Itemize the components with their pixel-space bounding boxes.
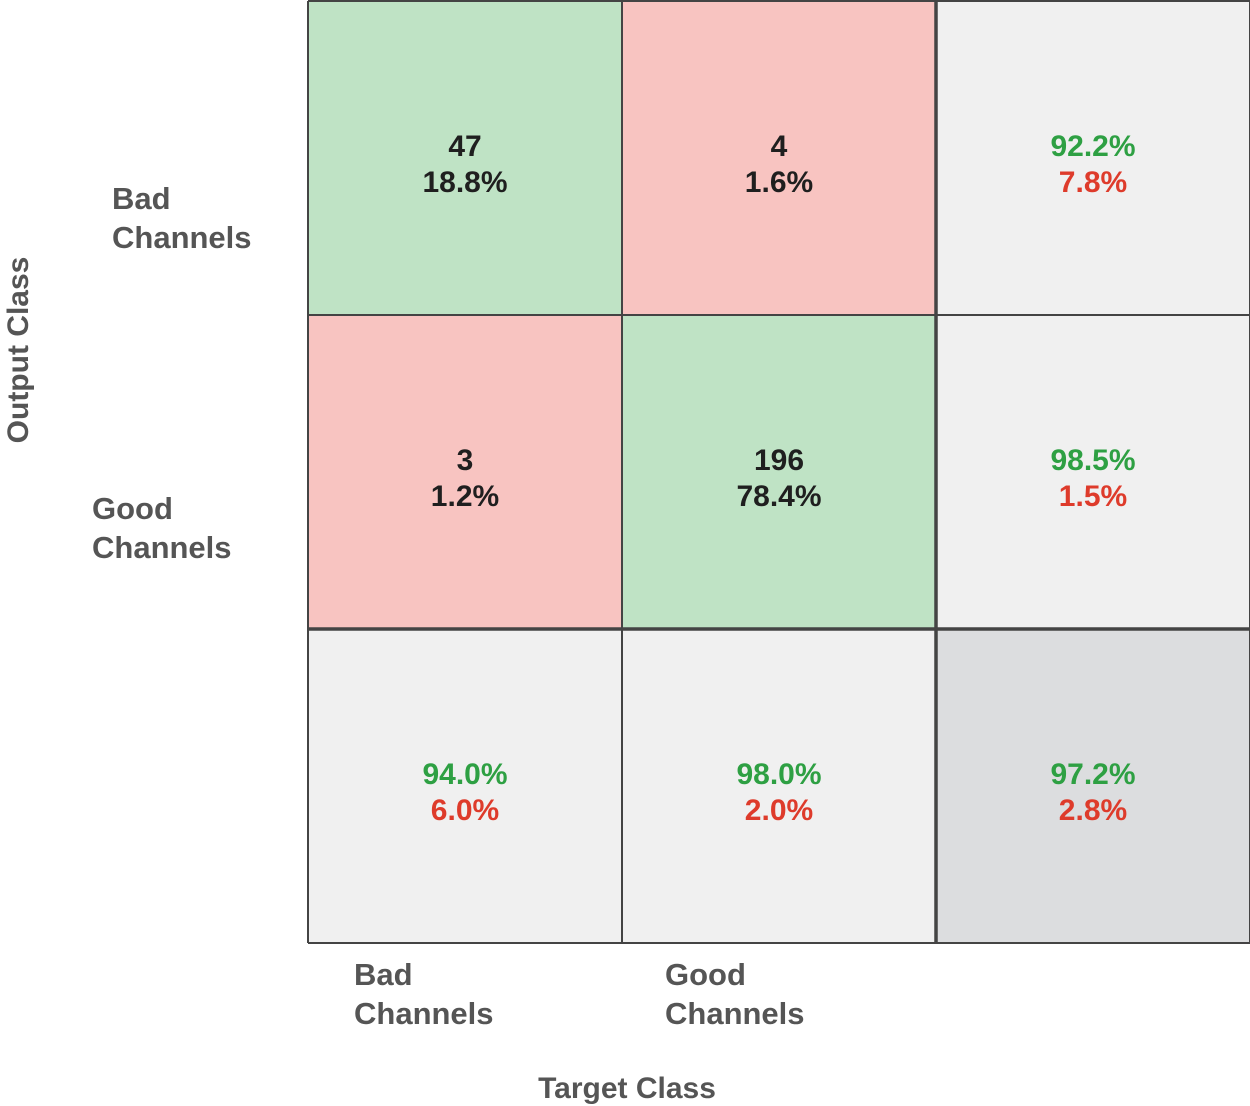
cell-bad-pct-0-2: 7.8% xyxy=(1059,166,1127,199)
x-tick-good-line2: Channels xyxy=(665,996,805,1031)
cell-pct-0-0: 18.8% xyxy=(422,166,507,199)
y-tick-good-line2: Channels xyxy=(92,530,232,565)
cell-count-1-1: 196 xyxy=(754,444,804,477)
y-tick-good-line1: Good xyxy=(92,491,173,526)
cell-good-pct-0-2: 92.2% xyxy=(1050,130,1135,163)
matrix-grid-lines xyxy=(307,0,1250,944)
cell-good-pct-2-2: 97.2% xyxy=(1050,758,1135,791)
cell-1-1 xyxy=(622,315,936,629)
cell-2-2 xyxy=(936,629,1250,943)
cell-2-1 xyxy=(622,629,936,943)
matrix-cells xyxy=(308,1,1250,943)
x-tick-good-line1: Good xyxy=(665,957,746,992)
cell-count-1-0: 3 xyxy=(457,444,474,477)
y-tick-bad-line2: Channels xyxy=(112,220,252,255)
cell-pct-0-1: 1.6% xyxy=(745,166,813,199)
cell-count-0-1: 4 xyxy=(771,130,788,163)
cell-bad-pct-2-0: 6.0% xyxy=(431,794,499,827)
cell-0-0 xyxy=(308,1,622,315)
x-axis-label: Target Class xyxy=(538,1072,716,1105)
cell-count-0-0: 47 xyxy=(448,130,481,163)
cell-bad-pct-2-1: 2.0% xyxy=(745,794,813,827)
cell-bad-pct-1-2: 1.5% xyxy=(1059,480,1127,513)
y-tick-labels: Bad Channels Good Channels xyxy=(92,181,252,565)
cell-pct-1-0: 1.2% xyxy=(431,480,499,513)
cell-good-pct-1-2: 98.5% xyxy=(1050,444,1135,477)
y-axis-label: Output Class xyxy=(2,257,35,444)
x-tick-labels: Bad Channels Good Channels xyxy=(354,957,805,1031)
cell-1-2 xyxy=(936,315,1250,629)
cell-good-pct-2-1: 98.0% xyxy=(736,758,821,791)
y-tick-bad-line1: Bad xyxy=(112,181,171,216)
cell-1-0 xyxy=(308,315,622,629)
cell-bad-pct-2-2: 2.8% xyxy=(1059,794,1127,827)
cell-2-0 xyxy=(308,629,622,943)
cell-good-pct-2-0: 94.0% xyxy=(422,758,507,791)
x-tick-bad-line2: Channels xyxy=(354,996,494,1031)
x-tick-bad-line1: Bad xyxy=(354,957,413,992)
cell-pct-1-1: 78.4% xyxy=(736,480,821,513)
cell-0-1 xyxy=(622,1,936,315)
cell-0-2 xyxy=(936,1,1250,315)
